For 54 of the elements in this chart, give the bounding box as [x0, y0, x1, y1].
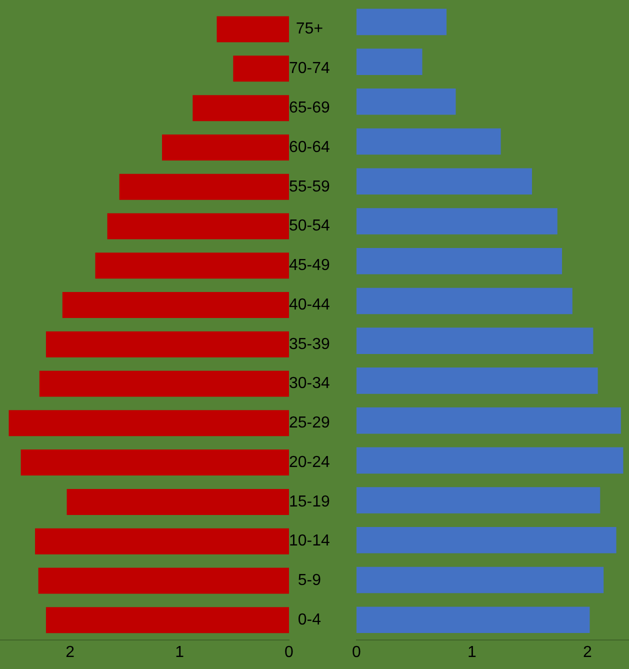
y-tick-label: 65-69	[289, 99, 330, 116]
bar	[95, 252, 289, 279]
y-tick-label: 55-59	[289, 178, 330, 196]
y-tick-label: 75+	[296, 20, 324, 38]
y-tick-label: 30-34	[289, 375, 330, 392]
bar	[356, 487, 600, 514]
bar	[356, 208, 558, 234]
x-tick-label: 2	[66, 644, 75, 661]
bar	[119, 174, 289, 200]
bar	[38, 568, 289, 594]
y-tick-label: 60-64	[289, 138, 330, 156]
bar	[46, 607, 289, 634]
bar	[192, 95, 289, 122]
bar	[356, 368, 598, 394]
bar	[356, 606, 590, 634]
y-tick-label: 70-74	[289, 60, 330, 78]
x-tick-label: 0	[352, 644, 361, 661]
bar	[233, 56, 289, 82]
y-tick-label: 50-54	[289, 218, 330, 235]
bar	[8, 410, 289, 436]
bar	[66, 488, 289, 515]
bar	[356, 526, 616, 554]
bar	[39, 370, 289, 397]
bar	[356, 48, 422, 75]
bar	[216, 16, 289, 42]
y-tick-label: 5-9	[298, 572, 322, 590]
bar	[62, 292, 289, 318]
y-tick-label: 0-4	[298, 612, 322, 629]
bar	[35, 528, 289, 554]
y-tick-label: 45-49	[289, 257, 330, 274]
bar	[107, 213, 289, 240]
x-tick-label: 2	[582, 644, 592, 661]
y-tick-label: 25-29	[289, 414, 330, 432]
bar	[20, 450, 289, 476]
y-tick-label: 15-19	[289, 493, 330, 510]
y-tick-label: 10-14	[289, 532, 330, 550]
y-tick-label: 20-24	[289, 454, 330, 471]
bar	[46, 331, 289, 358]
bar	[356, 328, 594, 354]
bar	[356, 447, 624, 474]
bar	[356, 168, 532, 195]
bar	[356, 88, 456, 115]
y-tick-label: 40-44	[289, 296, 330, 314]
x-tick-label: 1	[467, 644, 476, 661]
bar	[356, 566, 604, 594]
x-tick-label: 1	[175, 644, 184, 661]
x-tick-label: 0	[284, 644, 294, 661]
bar	[356, 288, 572, 314]
bar	[356, 128, 501, 155]
bar	[162, 134, 289, 160]
bar	[356, 407, 621, 434]
bar	[356, 248, 562, 274]
y-tick-label: 35-39	[289, 336, 330, 353]
bar	[356, 8, 447, 36]
